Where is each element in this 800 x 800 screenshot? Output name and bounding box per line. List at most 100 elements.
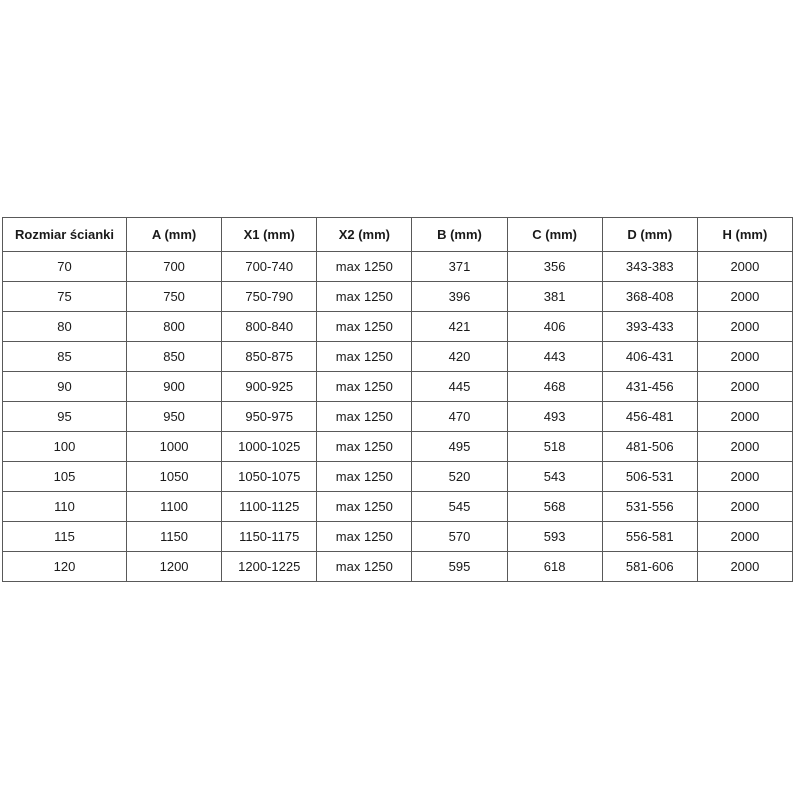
- column-header: Rozmiar ścianki: [2, 217, 127, 252]
- table-cell: max 1250: [316, 551, 413, 582]
- table-cell: 1050-1075: [221, 461, 318, 492]
- table-cell: 75: [2, 281, 127, 312]
- table-cell: 2000: [696, 461, 794, 492]
- table-cell: 495: [411, 431, 508, 462]
- table-cell: 481-506: [601, 431, 698, 462]
- table-cell: 2000: [696, 491, 794, 522]
- table-cell: 2000: [696, 281, 794, 312]
- table-row: 110 1100 1100-1125 max 1250 545 568 531-556 200…: [2, 491, 794, 522]
- table-cell: 2000: [696, 371, 794, 402]
- table-cell: max 1250: [316, 521, 413, 552]
- table-cell: 2000: [696, 401, 794, 432]
- table-cell: 105: [2, 461, 127, 492]
- table-row: 95 950 950-975 max 1250 470 493 456-481 2000: [2, 401, 794, 432]
- table-cell: 1100: [125, 491, 223, 522]
- table-row: 80 800 800-840 max 1250 421 406 393-433 2000: [2, 311, 794, 342]
- table-cell: 2000: [696, 251, 794, 282]
- table-cell: 1000-1025: [221, 431, 318, 462]
- table-cell: 1150-1175: [221, 521, 318, 552]
- table-cell: 850: [125, 341, 223, 372]
- table-cell: 545: [411, 491, 508, 522]
- table-cell: 456-481: [601, 401, 698, 432]
- table-row: 85 850 850-875 max 1250 420 443 406-431 2000: [2, 341, 794, 372]
- table-cell: 2000: [696, 311, 794, 342]
- table-cell: 570: [411, 521, 508, 552]
- table-cell: 900-925: [221, 371, 318, 402]
- table-cell: 1000: [125, 431, 223, 462]
- table-cell: 593: [506, 521, 603, 552]
- table-cell: 95: [2, 401, 127, 432]
- table-cell: 100: [2, 431, 127, 462]
- table-cell: max 1250: [316, 371, 413, 402]
- table-cell: 850-875: [221, 341, 318, 372]
- table-cell: max 1250: [316, 251, 413, 282]
- table-cell: 506-531: [601, 461, 698, 492]
- table-cell: max 1250: [316, 461, 413, 492]
- table-cell: max 1250: [316, 281, 413, 312]
- table-cell: 406: [506, 311, 603, 342]
- table-cell: 470: [411, 401, 508, 432]
- table-cell: 2000: [696, 341, 794, 372]
- column-header: X2 (mm): [316, 217, 413, 252]
- table-cell: 1200: [125, 551, 223, 582]
- header-row: Rozmiar ścianki A (mm) X1 (mm) X2 (mm) B (mm…: [2, 217, 794, 252]
- table-cell: 568: [506, 491, 603, 522]
- table-cell: 750-790: [221, 281, 318, 312]
- table-cell: 2000: [696, 551, 794, 582]
- table-cell: max 1250: [316, 431, 413, 462]
- table-row: 115 1150 1150-1175 max 1250 570 593 556-581 200…: [2, 521, 794, 552]
- table-cell: max 1250: [316, 491, 413, 522]
- table-cell: max 1250: [316, 311, 413, 342]
- table-cell: 80: [2, 311, 127, 342]
- table-body: 70 700 700-740 max 1250 371 356 343-383 2000 75 7…: [2, 251, 794, 582]
- table-cell: 950: [125, 401, 223, 432]
- table-cell: 420: [411, 341, 508, 372]
- table-cell: 2000: [696, 431, 794, 462]
- table-cell: 556-581: [601, 521, 698, 552]
- table-cell: 368-408: [601, 281, 698, 312]
- table-cell: 110: [2, 491, 127, 522]
- table-cell: max 1250: [316, 401, 413, 432]
- table-cell: 343-383: [601, 251, 698, 282]
- table-cell: 518: [506, 431, 603, 462]
- table-cell: 543: [506, 461, 603, 492]
- table-cell: 700: [125, 251, 223, 282]
- table-cell: 1150: [125, 521, 223, 552]
- table-cell: 431-456: [601, 371, 698, 402]
- column-header: C (mm): [506, 217, 603, 252]
- table-cell: 1050: [125, 461, 223, 492]
- table-cell: 90: [2, 371, 127, 402]
- table-cell: 393-433: [601, 311, 698, 342]
- table-row: 120 1200 1200-1225 max 1250 595 618 581-606 200…: [2, 551, 794, 582]
- table-cell: 115: [2, 521, 127, 552]
- table-cell: 581-606: [601, 551, 698, 582]
- table-row: 105 1050 1050-1075 max 1250 520 543 506-531 200…: [2, 461, 794, 492]
- table-cell: 800: [125, 311, 223, 342]
- table-cell: 421: [411, 311, 508, 342]
- table-cell: 85: [2, 341, 127, 372]
- table-row: 90 900 900-925 max 1250 445 468 431-456 2000: [2, 371, 794, 402]
- table-cell: 120: [2, 551, 127, 582]
- table-cell: max 1250: [316, 341, 413, 372]
- table-row: 100 1000 1000-1025 max 1250 495 518 481-506 200…: [2, 431, 794, 462]
- table-row: 70 700 700-740 max 1250 371 356 343-383 2000: [2, 251, 794, 282]
- table-cell: 396: [411, 281, 508, 312]
- table-cell: 381: [506, 281, 603, 312]
- table-cell: 443: [506, 341, 603, 372]
- table-cell: 371: [411, 251, 508, 282]
- size-table: Rozmiar ścianki A (mm) X1 (mm) X2 (mm) B (mm…: [2, 217, 794, 582]
- table-cell: 468: [506, 371, 603, 402]
- table-cell: 445: [411, 371, 508, 402]
- table-header: Rozmiar ścianki A (mm) X1 (mm) X2 (mm) B (mm…: [2, 217, 794, 252]
- table-cell: 531-556: [601, 491, 698, 522]
- column-header: H (mm): [696, 217, 794, 252]
- table-cell: 950-975: [221, 401, 318, 432]
- table-cell: 1100-1125: [221, 491, 318, 522]
- table-cell: 750: [125, 281, 223, 312]
- table-cell: 800-840: [221, 311, 318, 342]
- table-cell: 2000: [696, 521, 794, 552]
- table-cell: 1200-1225: [221, 551, 318, 582]
- table-cell: 618: [506, 551, 603, 582]
- table-cell: 900: [125, 371, 223, 402]
